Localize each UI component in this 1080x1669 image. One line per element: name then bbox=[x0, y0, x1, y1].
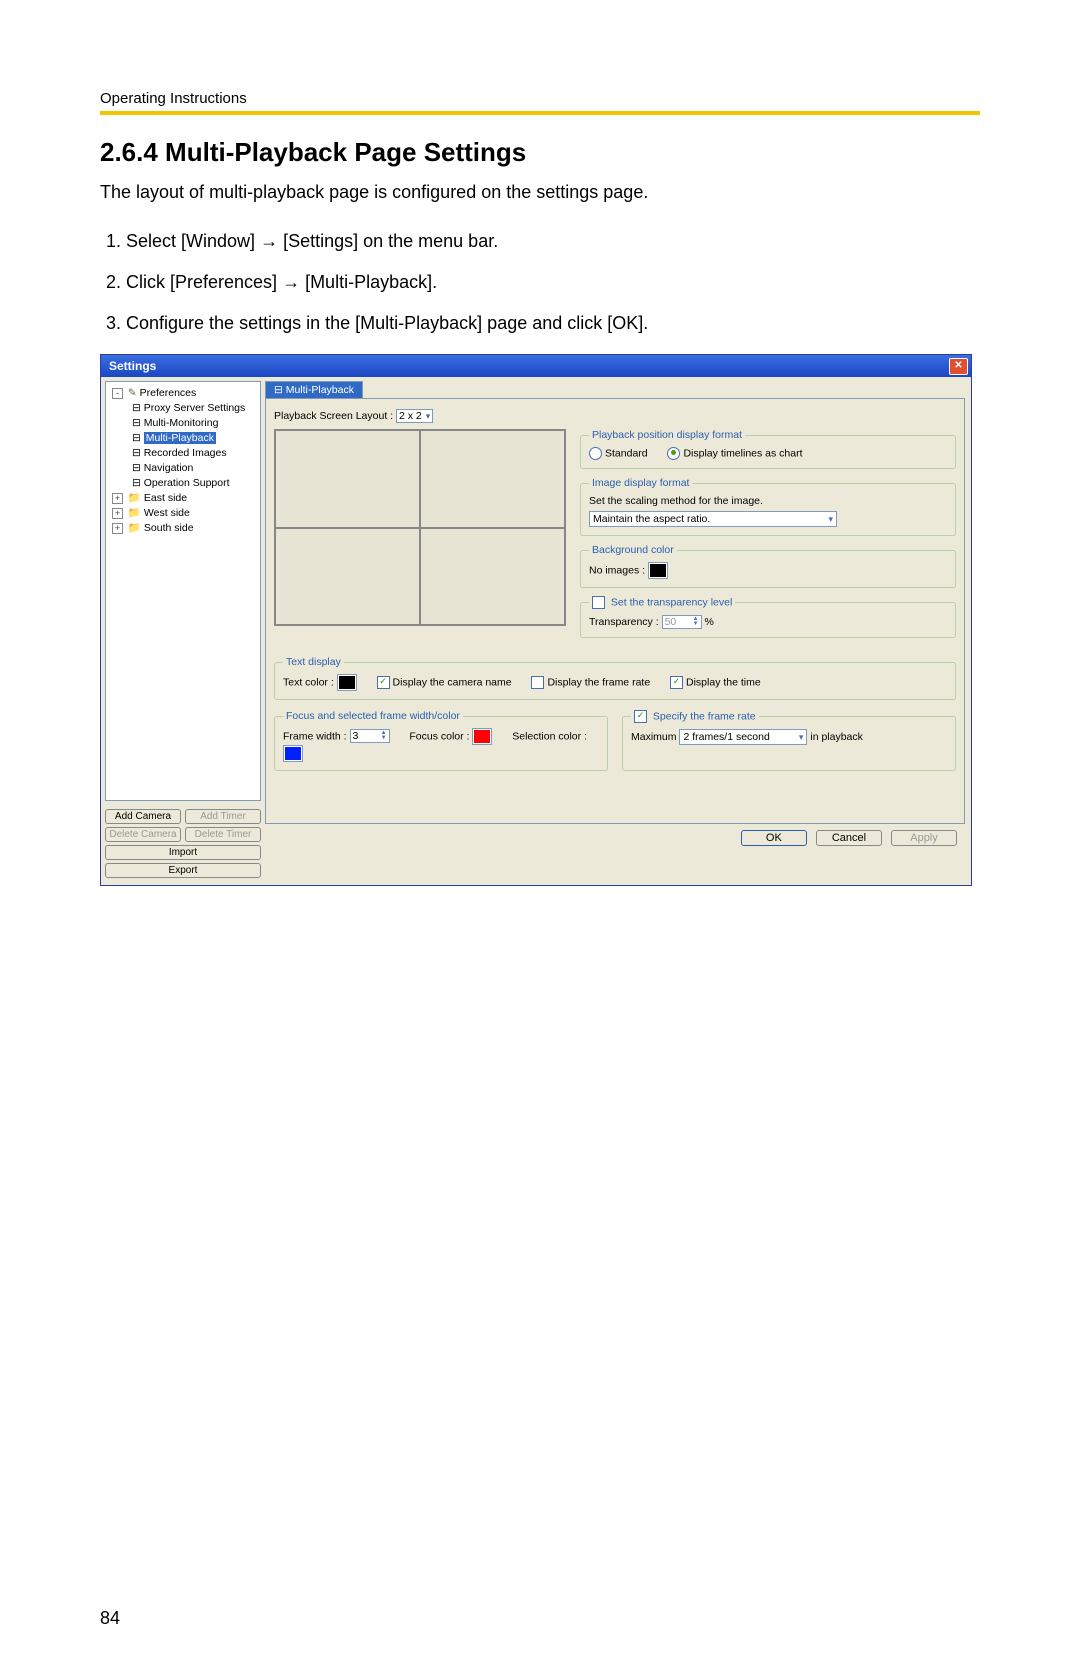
framerate-select[interactable]: 2 frames/1 second▾ bbox=[679, 729, 807, 745]
chk-frame-rate[interactable] bbox=[531, 676, 544, 689]
tree-item-multimonitoring[interactable]: ⊟ Multi-Monitoring bbox=[108, 416, 258, 431]
frame-width-label: Frame width : bbox=[283, 730, 347, 742]
label-camera-name: Display the camera name bbox=[393, 676, 512, 688]
selection-color-swatch[interactable] bbox=[283, 745, 303, 762]
radio-timelines[interactable] bbox=[667, 447, 680, 460]
legend-trans: Set the transparency level bbox=[611, 596, 732, 608]
step-2: Click [Preferences] → [Multi-Playback]. bbox=[126, 272, 980, 293]
page-number: 84 bbox=[100, 1608, 120, 1629]
legend-img: Image display format bbox=[589, 477, 692, 489]
trans-label: Transparency : bbox=[589, 616, 659, 628]
tree-item-navigation[interactable]: ⊟ Navigation bbox=[108, 461, 258, 476]
group-transparency: Set the transparency level Transparency … bbox=[580, 596, 956, 638]
legend-text: Text display bbox=[283, 656, 344, 668]
header-rule bbox=[100, 111, 980, 115]
delete-timer-button[interactable]: Delete Timer bbox=[185, 827, 261, 842]
focus-color-label: Focus color : bbox=[409, 730, 469, 742]
chk-camera-name[interactable]: ✓ bbox=[377, 676, 390, 689]
spec-suffix: in playback bbox=[810, 731, 863, 743]
transparency-checkbox[interactable] bbox=[592, 596, 605, 609]
group-specify-framerate: ✓ Specify the frame rate Maximum 2 frame… bbox=[622, 710, 956, 771]
apply-button[interactable]: Apply bbox=[891, 830, 957, 846]
add-camera-button[interactable]: Add Camera bbox=[105, 809, 181, 824]
export-button[interactable]: Export bbox=[105, 863, 261, 878]
step-1b: [Settings] on the menu bar. bbox=[278, 231, 498, 251]
steps-list: Select [Window] → [Settings] on the menu… bbox=[100, 231, 980, 334]
intro-text: The layout of multi-playback page is con… bbox=[100, 182, 980, 203]
side-buttons: Add Camera Add Timer Delete Camera Delet… bbox=[105, 809, 261, 881]
label-timelines: Display timelines as chart bbox=[683, 447, 802, 459]
step-2b: [Multi-Playback]. bbox=[300, 272, 437, 292]
layout-label: Playback Screen Layout : bbox=[274, 410, 393, 422]
legend-bg: Background color bbox=[589, 544, 677, 556]
right-panel: ⊟ Multi-Playback Playback Screen Layout … bbox=[265, 377, 971, 885]
legend-pos: Playback position display format bbox=[589, 429, 745, 441]
pct-label: % bbox=[704, 616, 713, 628]
import-button[interactable]: Import bbox=[105, 845, 261, 860]
radio-standard[interactable] bbox=[589, 447, 602, 460]
chk-time[interactable]: ✓ bbox=[670, 676, 683, 689]
image-format-select[interactable]: Maintain the aspect ratio.▾ bbox=[589, 511, 837, 527]
tab-multiplayback[interactable]: ⊟ Multi-Playback bbox=[265, 381, 363, 398]
arrow-icon: → bbox=[260, 231, 278, 251]
label-time: Display the time bbox=[686, 676, 761, 688]
bg-color-swatch[interactable] bbox=[648, 562, 668, 579]
legend-spec: Specify the frame rate bbox=[653, 710, 756, 722]
selection-color-label: Selection color : bbox=[512, 730, 587, 742]
frame-width-spinner[interactable]: 3 ▲▼ bbox=[350, 729, 390, 743]
tree-folder-south[interactable]: + 📁 South side bbox=[108, 521, 258, 536]
running-header: Operating Instructions bbox=[100, 90, 980, 107]
tree-folder-east[interactable]: + 📁 East side bbox=[108, 491, 258, 506]
transparency-spinner[interactable]: 50 ▲▼ bbox=[662, 615, 702, 629]
section-heading: 2.6.4 Multi-Playback Page Settings bbox=[100, 137, 980, 168]
step-2a: Click [Preferences] bbox=[126, 272, 282, 292]
tree-root[interactable]: - ✎ Preferences bbox=[108, 386, 258, 401]
tree-panel[interactable]: - ✎ Preferences ⊟ Proxy Server Settings … bbox=[105, 381, 261, 801]
window-title: Settings bbox=[109, 359, 156, 373]
tree-item-proxy[interactable]: ⊟ Proxy Server Settings bbox=[108, 401, 258, 416]
layout-preview bbox=[274, 429, 566, 626]
layout-select[interactable]: 2 x 2▾ bbox=[396, 409, 433, 423]
step-1a: Select [Window] bbox=[126, 231, 260, 251]
legend-focus: Focus and selected frame width/color bbox=[283, 710, 463, 722]
step-3: Configure the settings in the [Multi-Pla… bbox=[126, 313, 980, 334]
label-frame-rate: Display the frame rate bbox=[547, 676, 650, 688]
text-color-swatch[interactable] bbox=[337, 674, 357, 691]
tree-item-multiplayback[interactable]: ⊟ Multi-Playback bbox=[108, 431, 258, 446]
text-color-label: Text color : bbox=[283, 676, 334, 688]
img-note: Set the scaling method for the image. bbox=[589, 495, 947, 507]
delete-camera-button[interactable]: Delete Camera bbox=[105, 827, 181, 842]
ok-button[interactable]: OK bbox=[741, 830, 807, 846]
group-playback-position: Playback position display format Standar… bbox=[580, 429, 956, 469]
tree-item-opsupport[interactable]: ⊟ Operation Support bbox=[108, 476, 258, 491]
settings-window: Settings ✕ - ✎ Preferences ⊟ Proxy Serve… bbox=[100, 354, 972, 886]
group-text-display: Text display Text color : ✓Display the c… bbox=[274, 656, 956, 700]
cancel-button[interactable]: Cancel bbox=[816, 830, 882, 846]
group-background-color: Background color No images : bbox=[580, 544, 956, 588]
bg-label: No images : bbox=[589, 564, 645, 576]
group-focus-frame: Focus and selected frame width/color Fra… bbox=[274, 710, 608, 771]
add-timer-button[interactable]: Add Timer bbox=[185, 809, 261, 824]
max-label: Maximum bbox=[631, 731, 677, 743]
titlebar: Settings ✕ bbox=[101, 355, 971, 377]
focus-color-swatch[interactable] bbox=[472, 728, 492, 745]
tree-folder-west[interactable]: + 📁 West side bbox=[108, 506, 258, 521]
group-image-format: Image display format Set the scaling met… bbox=[580, 477, 956, 536]
chk-specify-framerate[interactable]: ✓ bbox=[634, 710, 647, 723]
step-1: Select [Window] → [Settings] on the menu… bbox=[126, 231, 980, 252]
label-standard: Standard bbox=[605, 447, 648, 459]
close-button[interactable]: ✕ bbox=[949, 358, 968, 375]
arrow-icon: → bbox=[282, 272, 300, 292]
tree-item-recorded[interactable]: ⊟ Recorded Images bbox=[108, 446, 258, 461]
dialog-footer: OK Cancel Apply bbox=[265, 824, 965, 852]
